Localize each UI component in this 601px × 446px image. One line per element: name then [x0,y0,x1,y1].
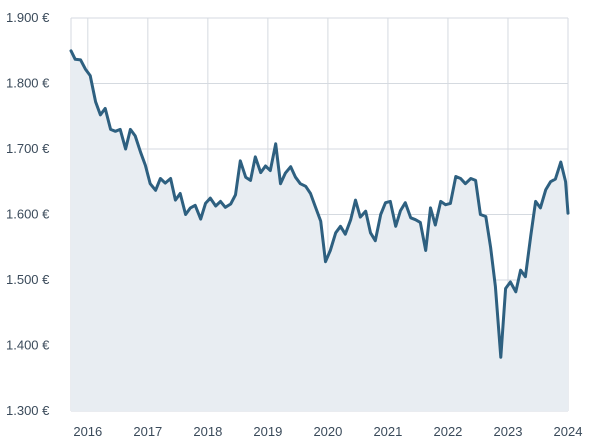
axis-labels: 1.300 € 1.400 € 1.500 € 1.600 € 1.700 € 1.800… [6,10,582,439]
x-tick-label: 2020 [313,424,342,439]
x-tick-label: 2021 [373,424,402,439]
series-line [69,49,570,359]
y-tick-label: 1.800 € [6,76,50,91]
series-layer [69,49,570,412]
x-tick-label: 2019 [253,424,282,439]
y-tick-label: 1.600 € [6,207,50,222]
y-tick-label: 1.500 € [6,272,50,287]
y-tick-label: 1.400 € [6,338,50,353]
x-tick-label: 2018 [193,424,222,439]
x-tick-label: 2016 [73,424,102,439]
series-area-fill [71,50,568,412]
x-tick-label: 2017 [133,424,162,439]
x-tick-label: 2024 [554,424,583,439]
y-tick-label: 1.900 € [6,10,50,25]
y-tick-label: 1.700 € [6,141,50,156]
y-tick-label: 1.300 € [6,403,50,418]
x-tick-label: 2023 [494,424,523,439]
x-tick-label: 2022 [433,424,462,439]
